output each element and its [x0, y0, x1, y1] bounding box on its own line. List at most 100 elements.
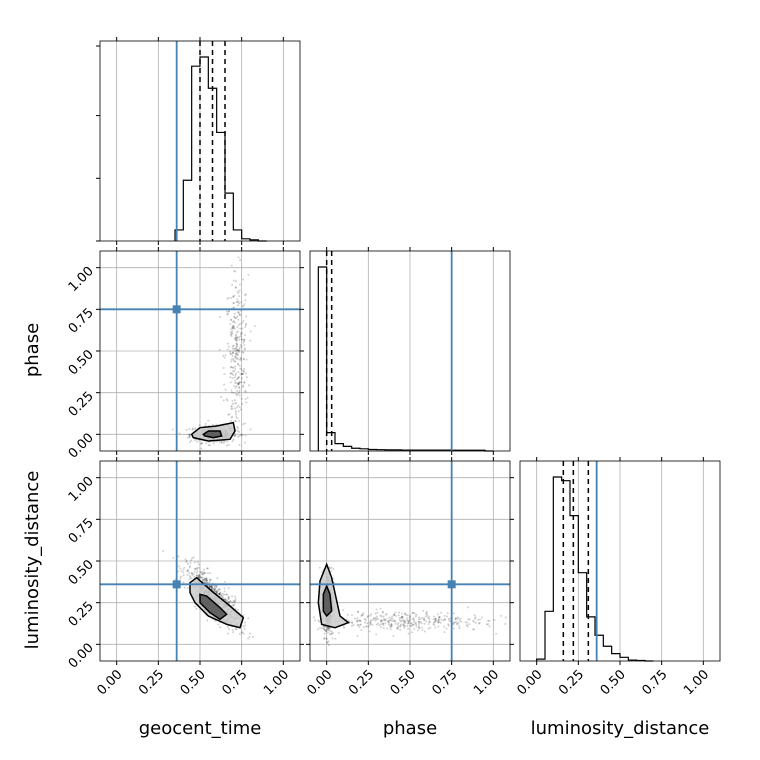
- sample-point: [358, 625, 361, 628]
- sample-point: [442, 619, 445, 622]
- sample-point: [225, 593, 228, 596]
- sample-point: [375, 623, 378, 626]
- sample-point: [220, 440, 223, 443]
- sample-point: [427, 627, 430, 630]
- sample-point: [236, 298, 239, 301]
- sample-point: [237, 393, 240, 396]
- sample-point: [326, 627, 329, 630]
- sample-point: [229, 333, 232, 336]
- sample-point: [242, 278, 245, 281]
- sample-point: [240, 368, 243, 371]
- sample-point: [205, 578, 208, 581]
- sample-point: [188, 578, 191, 581]
- sample-point: [227, 596, 230, 599]
- sample-point: [203, 577, 206, 580]
- sample-point: [218, 593, 221, 596]
- sample-point: [241, 385, 244, 388]
- sample-point: [232, 324, 235, 327]
- sample-point: [236, 362, 239, 365]
- sample-point: [326, 641, 329, 644]
- ylabel-phase: phase: [22, 323, 43, 377]
- sample-point: [389, 625, 392, 628]
- y-tick-label: 0.50: [66, 347, 97, 378]
- sample-point: [200, 576, 203, 579]
- sample-point: [178, 565, 181, 568]
- sample-point: [401, 616, 404, 619]
- sample-point: [220, 594, 223, 597]
- sample-point: [210, 585, 213, 588]
- sample-point: [352, 624, 355, 627]
- sample-point: [243, 621, 246, 624]
- sample-point: [244, 422, 247, 425]
- sample-point: [241, 351, 244, 354]
- sample-point: [236, 290, 239, 293]
- sample-point: [238, 358, 241, 361]
- sample-point: [326, 627, 329, 630]
- sample-point: [324, 625, 327, 628]
- sample-point: [215, 590, 218, 593]
- sample-point: [202, 578, 205, 581]
- panel-border: [309, 460, 511, 662]
- sample-point: [228, 601, 231, 604]
- sample-point: [329, 629, 332, 632]
- sample-point: [191, 428, 194, 431]
- hist-step-luminosity-distance: [536, 476, 654, 662]
- y-tick-label: 0.75: [66, 306, 97, 337]
- sample-point: [231, 325, 234, 328]
- sample-point: [248, 635, 251, 638]
- sample-point: [232, 295, 235, 298]
- sample-point: [241, 433, 244, 436]
- sample-point: [187, 569, 190, 572]
- sample-point: [244, 326, 247, 329]
- y-tick-label: 0.25: [66, 599, 97, 630]
- sample-point: [236, 427, 239, 430]
- sample-point: [233, 315, 236, 318]
- sample-point: [244, 347, 247, 350]
- sample-point: [242, 351, 245, 354]
- sample-point: [230, 389, 233, 392]
- sample-point: [227, 595, 230, 598]
- sample-point: [234, 355, 237, 358]
- sample-point: [240, 333, 243, 336]
- sample-point: [186, 573, 189, 576]
- sample-point: [234, 382, 237, 385]
- sample-point: [234, 335, 237, 338]
- sample-point: [232, 600, 235, 603]
- sample-point: [218, 588, 221, 591]
- sample-point: [243, 343, 246, 346]
- sample-point: [327, 629, 330, 632]
- sample-point: [330, 632, 333, 635]
- sample-point: [398, 618, 401, 621]
- sample-point: [375, 618, 378, 621]
- sample-point: [239, 332, 242, 335]
- sample-point: [401, 612, 404, 615]
- sample-point: [448, 619, 451, 622]
- sample-point: [244, 441, 247, 444]
- sample-point: [227, 413, 230, 416]
- sample-point: [421, 617, 424, 620]
- sample-point: [437, 625, 440, 628]
- sample-point: [180, 570, 183, 573]
- sample-point: [423, 618, 426, 621]
- sample-point: [387, 619, 390, 622]
- sample-point: [396, 623, 399, 626]
- sample-point: [433, 623, 436, 626]
- sample-point: [236, 315, 239, 318]
- sample-point: [381, 623, 384, 626]
- sample-point: [205, 579, 208, 582]
- sample-point: [228, 413, 231, 416]
- sample-point: [251, 635, 254, 638]
- sample-point: [474, 616, 477, 619]
- sample-point: [403, 624, 406, 627]
- sample-point: [188, 575, 191, 578]
- sample-point: [218, 593, 221, 596]
- sample-point: [238, 387, 241, 390]
- sample-point: [244, 389, 247, 392]
- sample-point: [195, 568, 198, 571]
- sample-point: [243, 294, 246, 297]
- sample-point: [238, 389, 241, 392]
- sample-point: [383, 618, 386, 621]
- sample-point: [378, 624, 381, 627]
- sample-point: [217, 623, 220, 626]
- sample-point: [342, 625, 345, 628]
